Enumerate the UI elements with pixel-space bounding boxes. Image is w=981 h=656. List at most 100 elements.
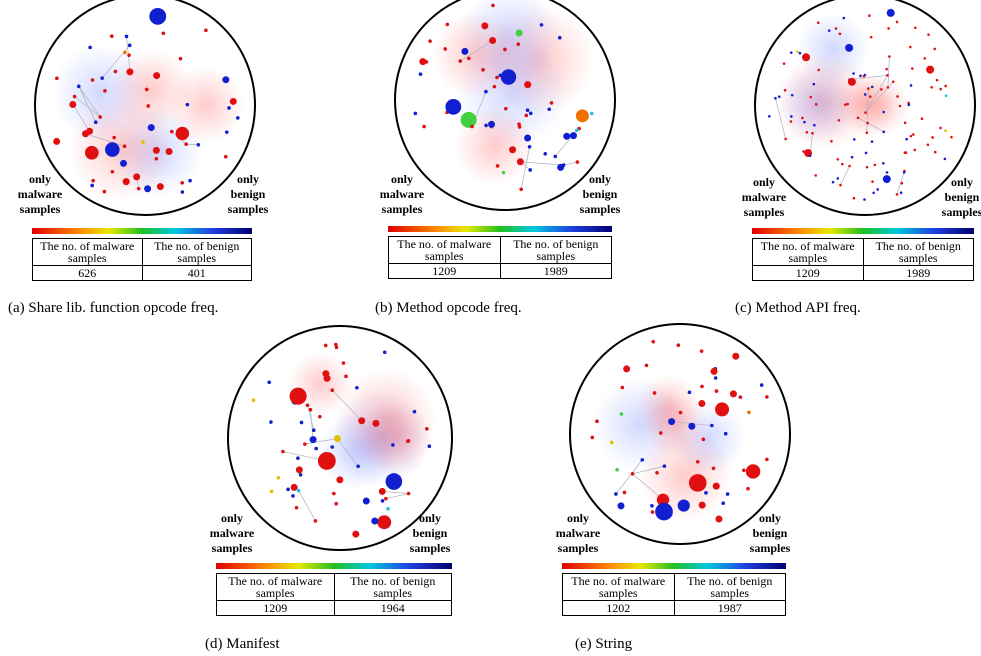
node [899, 191, 903, 195]
node [281, 449, 285, 454]
node [888, 55, 891, 58]
node [885, 171, 889, 174]
edge [840, 165, 850, 186]
node [872, 191, 875, 195]
benign-label: samples [410, 541, 451, 555]
node [90, 78, 95, 82]
node [291, 494, 295, 498]
value-cell: 1209 [216, 600, 335, 616]
node [644, 363, 649, 368]
node [827, 29, 831, 32]
node [309, 436, 317, 444]
edge [310, 409, 314, 440]
node [269, 489, 274, 494]
node [286, 487, 290, 492]
node [127, 53, 131, 57]
node [798, 51, 802, 55]
node [907, 101, 910, 105]
node [912, 133, 915, 136]
node [418, 72, 423, 76]
node [950, 135, 953, 139]
node [656, 493, 670, 506]
node [185, 102, 190, 107]
node [886, 74, 889, 77]
node [136, 186, 141, 191]
node [330, 445, 334, 449]
node [467, 56, 471, 61]
node [939, 87, 942, 91]
node [412, 409, 417, 414]
node [105, 142, 120, 157]
node [816, 21, 820, 24]
edge [615, 459, 643, 495]
edge [304, 438, 338, 445]
glow [797, 12, 870, 85]
node [445, 98, 462, 115]
node [837, 118, 841, 122]
node [385, 473, 403, 490]
node [517, 122, 521, 127]
node [801, 116, 804, 120]
node [378, 487, 386, 495]
edge [887, 56, 890, 88]
node [905, 137, 908, 141]
node [154, 156, 159, 161]
node [575, 160, 580, 164]
node [852, 138, 856, 141]
node [82, 130, 90, 138]
node [69, 100, 77, 108]
node [834, 27, 838, 30]
node [484, 89, 488, 94]
node [876, 188, 880, 191]
glow [431, 10, 520, 99]
node [204, 28, 208, 33]
node [614, 492, 618, 496]
node [845, 43, 854, 52]
node [557, 35, 562, 40]
node [222, 76, 230, 84]
node [930, 85, 933, 89]
caption: (a) Share lib. function opcode freq. [8, 300, 219, 316]
node [844, 103, 847, 106]
node [891, 80, 895, 84]
node [729, 390, 737, 398]
node [500, 69, 517, 85]
node [124, 34, 129, 39]
header-cell: The no. of benign samples [673, 573, 786, 601]
sample-table: The no. of malware samples The no. of ben… [32, 238, 252, 281]
node [333, 435, 341, 443]
node [712, 482, 720, 490]
header-row: The no. of malware samples The no. of ben… [388, 236, 612, 264]
node [362, 497, 370, 505]
node [144, 185, 152, 193]
node [382, 350, 387, 355]
node [723, 431, 728, 436]
node [817, 68, 821, 72]
node [650, 503, 654, 508]
node [617, 502, 625, 510]
colorbar [216, 563, 452, 569]
node [873, 163, 877, 167]
node [303, 442, 307, 446]
node [747, 410, 751, 415]
node [868, 14, 871, 18]
malware-label: malware [210, 526, 255, 540]
node [443, 47, 448, 51]
edge [849, 75, 888, 81]
node [812, 82, 816, 86]
node [384, 496, 388, 501]
node [290, 483, 298, 491]
malware-label: only [29, 172, 51, 186]
edge [865, 75, 888, 113]
header-cell: The no. of benign samples [141, 238, 252, 266]
node [609, 440, 614, 445]
node [803, 120, 806, 124]
node [334, 342, 338, 347]
node [528, 168, 532, 172]
node [623, 365, 631, 373]
node [789, 120, 793, 123]
